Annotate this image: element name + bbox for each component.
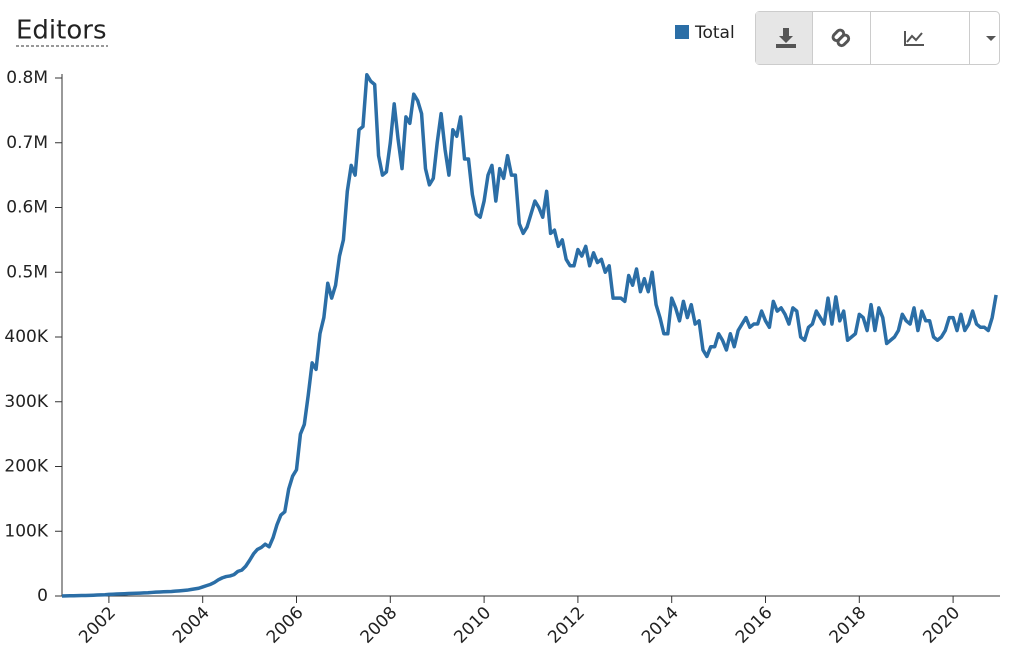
toolbar-frame	[755, 11, 1000, 65]
x-tick-label: 2008	[357, 603, 402, 648]
y-tick-label: 0.6M	[6, 198, 48, 218]
legend-label: Total	[694, 23, 735, 43]
chart-type-button[interactable]	[871, 12, 969, 64]
x-tick-label: 2002	[75, 603, 120, 648]
y-tick-label: 400K	[4, 327, 48, 347]
legend-swatch	[675, 25, 689, 39]
x-tick-label: 2006	[263, 603, 308, 648]
y-tick-label: 0	[37, 586, 48, 606]
dropdown-icon	[986, 36, 996, 41]
x-tick-label: 2018	[826, 603, 871, 648]
y-tick-label: 0.7M	[6, 133, 48, 153]
link-icon	[831, 28, 851, 48]
x-tick-label: 2004	[169, 603, 214, 648]
y-tick-label: 200K	[4, 457, 48, 477]
chart-icon	[904, 31, 924, 46]
dropdown-button[interactable]	[970, 12, 999, 64]
x-tick-label: 2014	[638, 603, 683, 648]
x-tick-label: 2010	[450, 603, 495, 648]
x-tick-label: 2020	[919, 603, 964, 648]
y-tick-label: 300K	[4, 392, 48, 412]
download-icon	[776, 28, 796, 48]
series-line	[61, 73, 998, 598]
y-tick-label: 0.8M	[6, 68, 48, 88]
chart-title: Editors	[16, 16, 107, 46]
toolbar	[755, 11, 1000, 65]
x-tick-label: 2012	[544, 603, 589, 648]
y-tick-label: 0.5M	[6, 262, 48, 282]
x-tick-label: 2016	[732, 603, 777, 648]
y-tick-label: 100K	[4, 521, 48, 541]
